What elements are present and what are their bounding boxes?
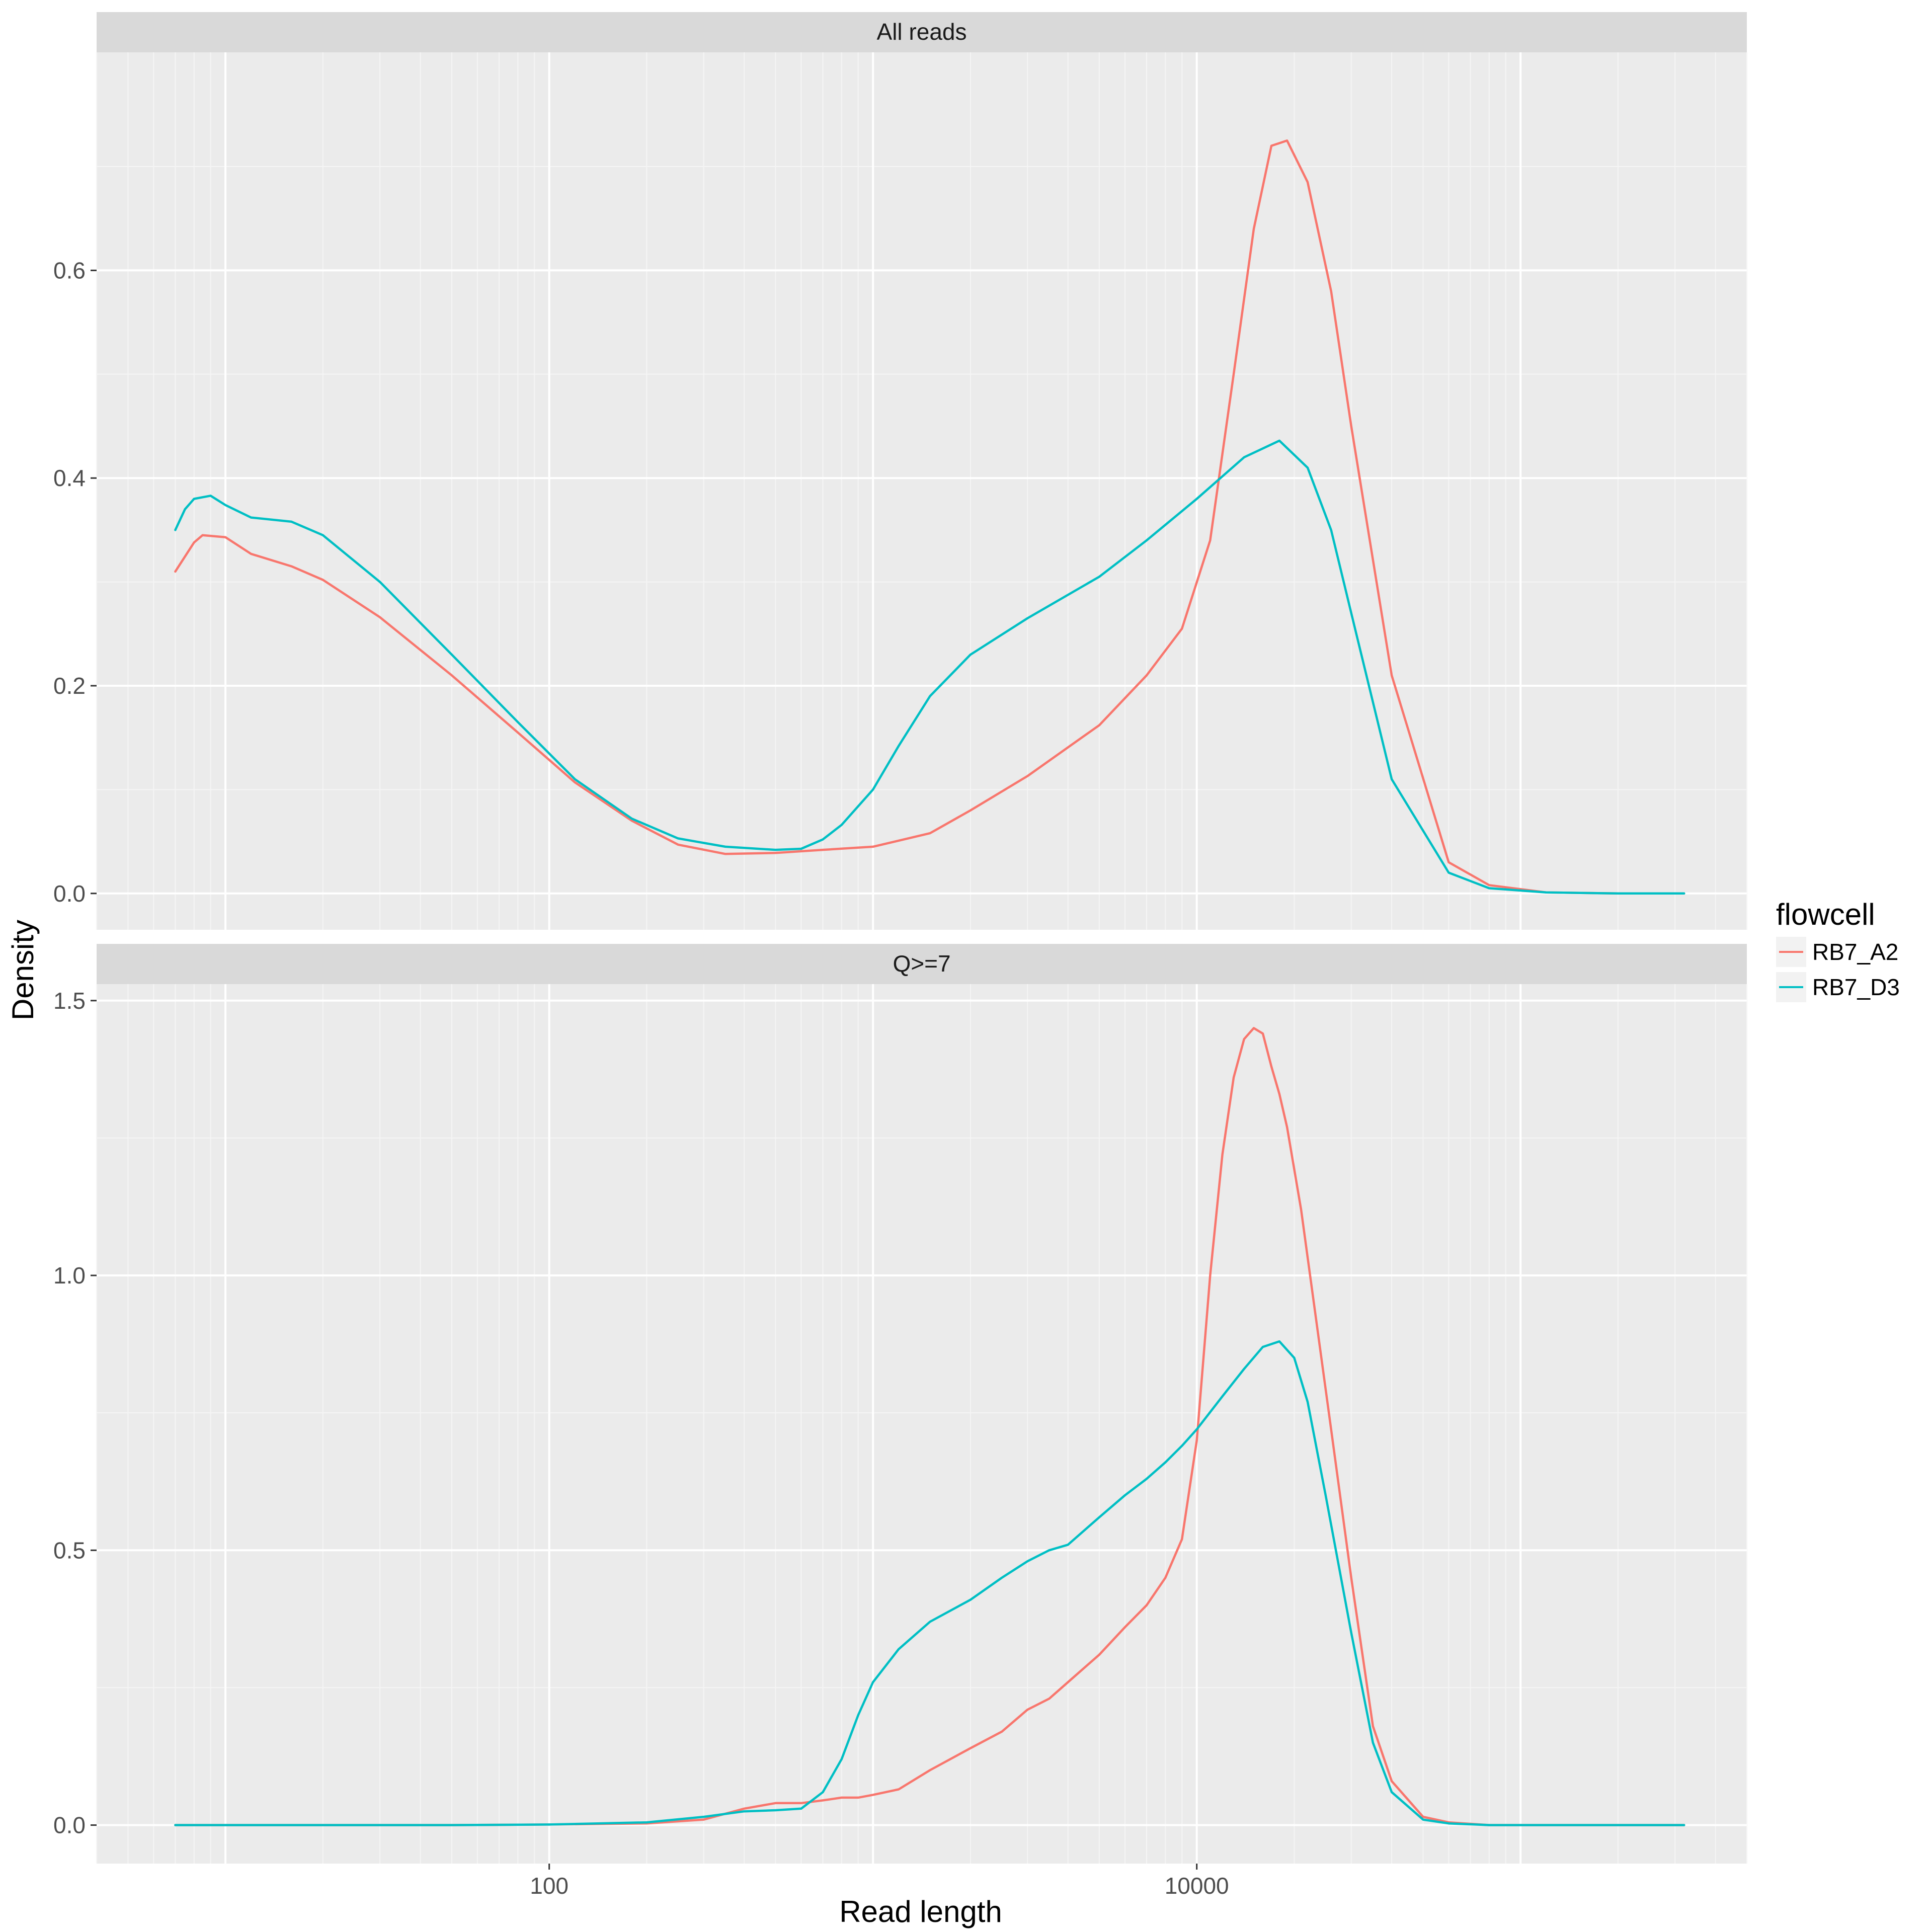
y-tick-label: 0.2 xyxy=(53,673,86,699)
legend-item-rb7-a2: RB7_A2 xyxy=(1776,937,1898,967)
y-axis-title: Density xyxy=(6,920,40,1020)
legend-item-rb7-d3: RB7_D3 xyxy=(1776,972,1900,1002)
series-line-rb7-a2 xyxy=(174,139,1685,895)
facet-strip-label: Q>=7 xyxy=(893,950,950,977)
x-tick-label: 100 xyxy=(530,1873,569,1899)
y-tick-label: 0.0 xyxy=(53,1812,86,1838)
facet-panels: All reads 0.0 0.2 0.4 0.6 Q>=7 0.0 0.5 1.0 1.5 100… xyxy=(53,12,1747,1899)
x-tick-label: 10000 xyxy=(1165,1873,1229,1899)
y-tick-label: 1.5 xyxy=(53,988,86,1014)
panel-q7: Q>=7 0.0 0.5 1.0 1.5 100 10000 xyxy=(53,944,1747,1899)
x-axis-title: Read length xyxy=(839,1895,1002,1928)
y-tick-label: 0.6 xyxy=(53,257,86,283)
y-tick-label: 0.5 xyxy=(53,1537,86,1563)
series-line-rb7-d3 xyxy=(174,439,1685,895)
facet-strip xyxy=(97,944,1747,984)
series-line-rb7-a2 xyxy=(174,1027,1685,1826)
legend-title: flowcell xyxy=(1776,898,1875,931)
y-tick-label: 0.4 xyxy=(53,465,86,491)
facet-strip xyxy=(97,12,1747,52)
panel-background xyxy=(97,52,1747,930)
panel-background xyxy=(97,984,1747,1864)
panel-all-reads: All reads 0.0 0.2 0.4 0.6 xyxy=(53,12,1747,930)
facet-strip-label: All reads xyxy=(877,19,967,45)
legend-label-rb7-a2: RB7_A2 xyxy=(1812,939,1898,965)
legend: flowcell RB7_A2 RB7_D3 xyxy=(1776,898,1900,1002)
legend-label-rb7-d3: RB7_D3 xyxy=(1812,974,1900,1000)
y-tick-label: 0.0 xyxy=(53,880,86,907)
series-line-rb7-d3 xyxy=(174,1340,1685,1826)
y-tick-label: 1.0 xyxy=(53,1262,86,1289)
